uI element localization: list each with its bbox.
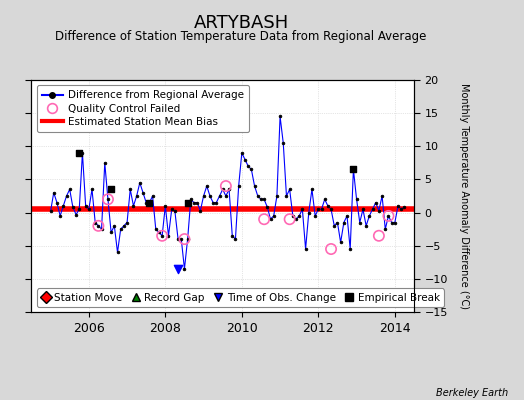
Point	[375, 232, 383, 239]
Point	[94, 223, 103, 229]
Point	[349, 166, 357, 173]
Point	[174, 266, 182, 272]
Point	[183, 200, 192, 206]
Point	[384, 213, 392, 219]
Point	[145, 200, 154, 206]
Point	[180, 236, 189, 242]
Point	[104, 196, 112, 202]
Point	[327, 246, 335, 252]
Point	[75, 150, 83, 156]
Legend: Station Move, Record Gap, Time of Obs. Change, Empirical Break: Station Move, Record Gap, Time of Obs. C…	[37, 288, 444, 307]
Point	[107, 186, 115, 192]
Point	[286, 216, 294, 222]
Y-axis label: Monthly Temperature Anomaly Difference (°C): Monthly Temperature Anomaly Difference (…	[459, 83, 469, 309]
Text: Difference of Station Temperature Data from Regional Average: Difference of Station Temperature Data f…	[56, 30, 427, 43]
Point	[260, 216, 268, 222]
Point	[222, 183, 230, 189]
Text: Berkeley Earth: Berkeley Earth	[436, 388, 508, 398]
Text: ARTYBASH: ARTYBASH	[193, 14, 289, 32]
Point	[158, 232, 166, 239]
